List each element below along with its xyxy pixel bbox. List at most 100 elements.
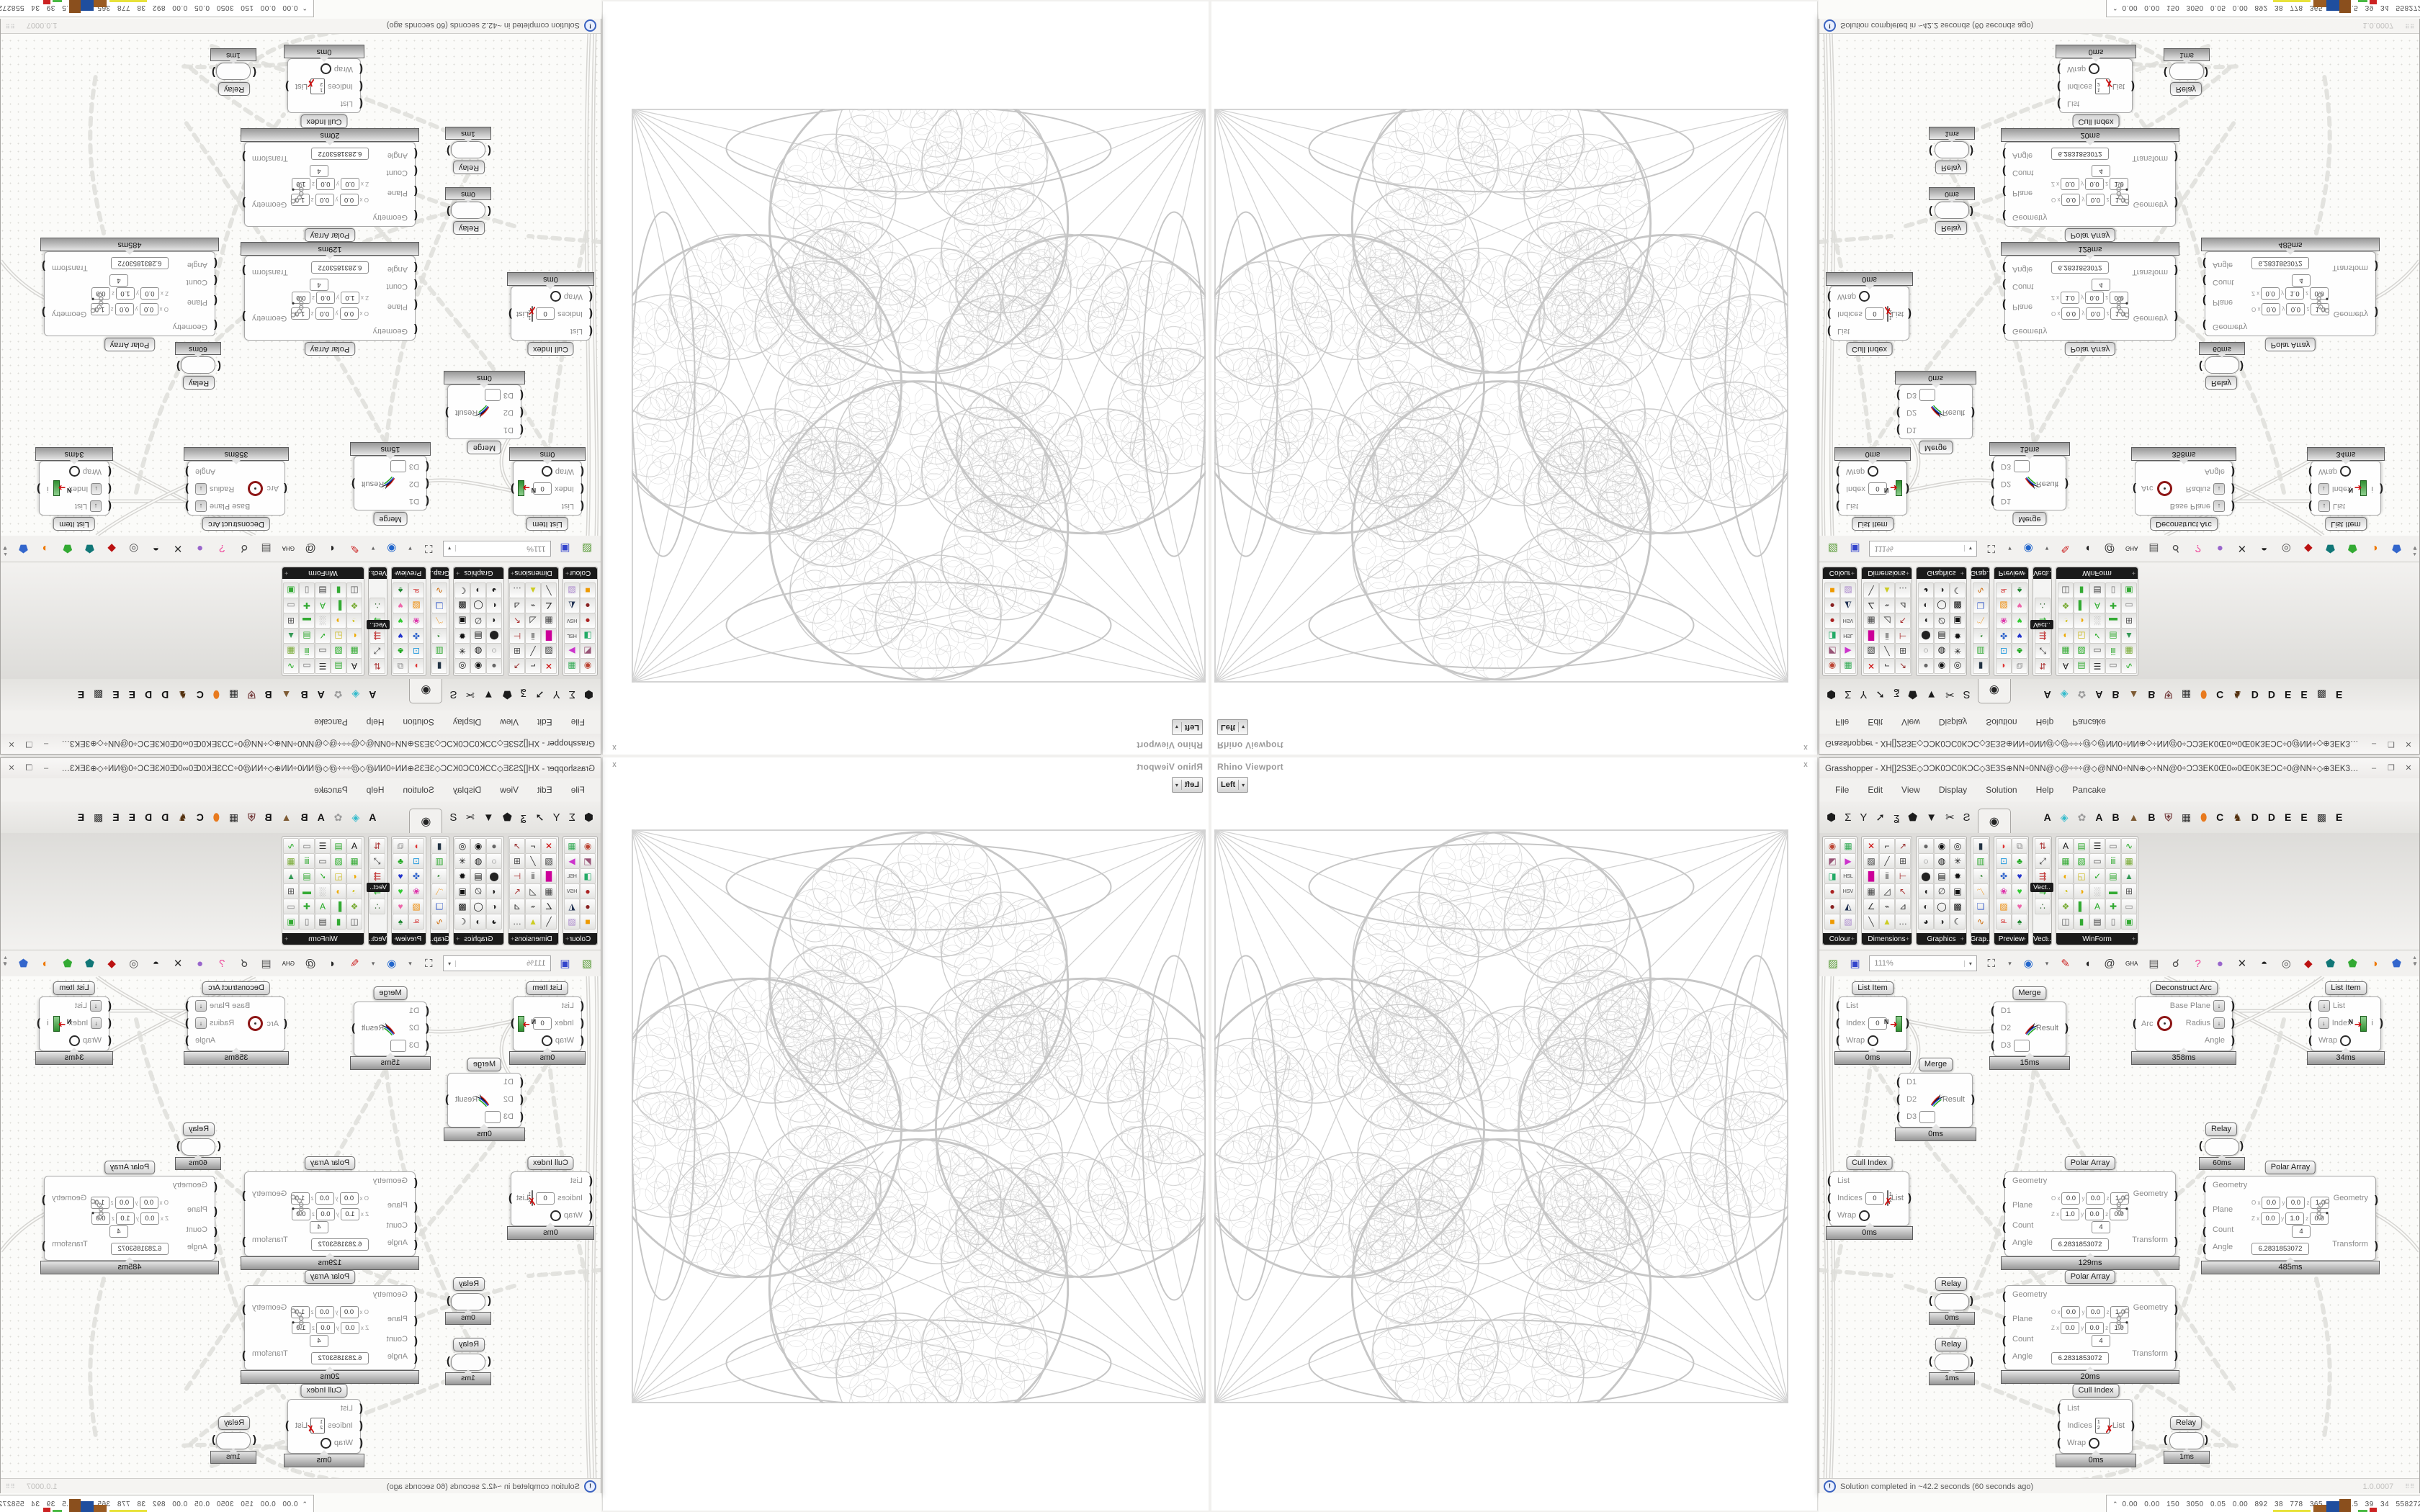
component-icon[interactable]: ♠ [2012, 914, 2027, 930]
gh-tab-icon-right-12[interactable]: D [161, 811, 169, 823]
input-hook[interactable]: ( [414, 1290, 418, 1302]
input-hook[interactable]: ( [581, 999, 584, 1012]
save-file-icon[interactable]: ▣ [1850, 542, 1860, 554]
gh-tab-icon-left-1[interactable]: Σ [1845, 811, 1852, 824]
output-hook[interactable]: ) [2231, 465, 2235, 478]
component-icon[interactable]: █ [1863, 628, 1879, 644]
component-icon[interactable]: ⊞ [2121, 613, 2137, 629]
display-mode-1-icon[interactable]: ⬟ [2326, 958, 2336, 970]
save-file-icon[interactable]: ▣ [560, 542, 570, 554]
gh-tab-icon-left-6[interactable]: ▼ [1926, 688, 1937, 701]
component-icon[interactable]: ⬤ [486, 628, 502, 644]
zoom-extents-icon[interactable]: ⛶ [425, 957, 433, 970]
plane-value-box[interactable]: 0.0 [140, 287, 159, 300]
input-hook[interactable]: ( [2002, 148, 2006, 160]
remote-icon[interactable]: @ [2104, 542, 2115, 555]
component-icon[interactable]: ∅ [1934, 883, 1950, 899]
input-hook[interactable]: ( [214, 319, 218, 331]
gh-node-polar[interactable]: Polar Array 129ms Geometry(Plane(Count(Ang… [2001, 1156, 2179, 1270]
angle-value-box[interactable]: 6.2831853072 [311, 148, 369, 160]
output-hook[interactable]: ) [2231, 500, 2235, 513]
component-icon[interactable]: ⊡ [1996, 643, 2012, 659]
plane-value-box[interactable]: 0.0 [2086, 1306, 2105, 1318]
angle-value-box[interactable]: 6.2831853072 [311, 261, 369, 274]
gh-tab-icon-left-3[interactable]: ➚ [535, 688, 544, 701]
output-hook[interactable]: ) [1908, 1192, 1912, 1205]
input-hook[interactable]: ( [414, 1201, 418, 1213]
gh-tab-icon-left-6[interactable]: ▼ [483, 688, 494, 701]
input-hook[interactable]: ( [2002, 1335, 2006, 1347]
component-icon[interactable]: ▦ [346, 643, 362, 659]
ribbon-panel-label[interactable]: Dimensions + [1862, 933, 1912, 945]
component-icon[interactable]: ⅱ [525, 628, 541, 644]
gh-tab-icon-right-16[interactable]: ▩ [2316, 811, 2326, 823]
gh-tab-icon-right-1[interactable]: ◈ [351, 689, 360, 701]
component-icon[interactable]: ● [1824, 598, 1840, 613]
output-hook[interactable]: ) [2174, 1236, 2178, 1248]
count-value-box[interactable]: 4 [2292, 1225, 2311, 1238]
ribbon-panel-label[interactable]: Dimensions + [508, 567, 558, 579]
component-icon[interactable]: ▣ [1950, 613, 1966, 629]
relay-capsule[interactable] [451, 1293, 485, 1310]
component-icon[interactable]: ▨ [541, 853, 557, 869]
component-icon[interactable]: … [1895, 914, 1911, 930]
gh-node-polar[interactable]: Polar Array 20ms Geometry(Plane(Count(Angl… [2001, 128, 2179, 242]
component-icon[interactable]: ◑ [331, 883, 346, 899]
component-icon[interactable]: ◱ [2074, 868, 2089, 884]
component-icon[interactable]: ✕ [1863, 838, 1879, 854]
component-icon[interactable]: ◭ [1840, 899, 1856, 914]
gh-node-cull[interactable]: Cull Index 0ms(List() Indices 0 1 2 ✗ List(Wrap [1826, 1156, 1913, 1240]
galapagos-icon[interactable]: ✕ [173, 542, 183, 554]
component-icon[interactable]: ☰ [315, 838, 331, 854]
input-hook[interactable]: ( [1836, 1017, 1839, 1030]
document-icon[interactable]: ▤ [2148, 958, 2159, 970]
gh-node-merge[interactable]: Merge 0ms(D1() D2 Result(D3 [1895, 371, 1976, 454]
component-icon[interactable]: ✹ [454, 628, 470, 644]
display-mode-1-icon[interactable]: ⬟ [2326, 542, 2336, 554]
component-icon[interactable]: ⤢ [2035, 643, 2051, 659]
component-icon[interactable]: ✚ [2105, 598, 2121, 613]
component-icon[interactable]: ◍ [1934, 643, 1950, 659]
component-icon[interactable]: ◉ [1934, 838, 1950, 854]
gh-tab-icon-right-4[interactable]: B [300, 689, 308, 701]
component-icon[interactable]: ◕ [1918, 914, 1934, 930]
sketch-icon[interactable]: ✎ [2061, 958, 2070, 970]
gh-node-relay[interactable]: Relay() 1ms [1929, 124, 1975, 174]
input-hook[interactable]: ( [426, 1004, 429, 1017]
component-icon[interactable]: ▤ [299, 868, 315, 884]
component-icon[interactable]: ◐ [1918, 598, 1934, 613]
menu-help[interactable]: Help [366, 785, 385, 795]
input-hook[interactable]: ( [2002, 210, 2006, 222]
gh-node-polar[interactable]: Polar Array 129ms Geometry(Plane(Count(Ang… [2001, 242, 2179, 356]
input-hook[interactable]: ( [2308, 1034, 2312, 1047]
component-icon[interactable]: ▤ [315, 914, 331, 930]
output-hook[interactable]: ) [37, 482, 40, 495]
component-icon[interactable]: ◔ [431, 868, 447, 884]
component-icon[interactable]: ▤ [1934, 628, 1950, 644]
component-icon[interactable]: ▦ [1840, 838, 1856, 854]
toolbar-scroll-arrows[interactable]: ▲ ▼ [2412, 545, 2417, 557]
component-icon[interactable]: ● [1918, 838, 1934, 854]
chevron-down-icon[interactable]: ▾ [444, 960, 457, 967]
output-hook[interactable]: ) [2065, 477, 2069, 490]
toolbar-scroll-arrows[interactable]: ▲ ▼ [3, 545, 8, 557]
count-value-box[interactable]: 4 [2092, 279, 2110, 291]
component-icon[interactable]: ◔ [2058, 613, 2074, 629]
component-icon[interactable]: HSV [1840, 883, 1856, 899]
component-icon[interactable]: ◨ [580, 628, 596, 644]
zoom-dropdown-icon[interactable]: ▾ [2008, 545, 2012, 553]
component-icon[interactable]: █ [541, 868, 557, 884]
input-hook[interactable]: ( [2308, 465, 2312, 478]
component-icon[interactable]: ⊞ [283, 613, 299, 629]
relay-capsule[interactable] [1935, 202, 1969, 219]
output-hook[interactable]: ) [2380, 482, 2383, 495]
component-icon[interactable]: ● [486, 838, 502, 854]
gh-tab-icon-right-1[interactable]: ◈ [351, 811, 360, 823]
empty-value-box[interactable] [390, 1039, 406, 1052]
output-hook[interactable]: ) [185, 1017, 189, 1030]
component-icon[interactable]: ⇶ [2035, 868, 2051, 884]
donut-icon[interactable]: ◎ [2281, 542, 2291, 554]
gh-tab-icon-right-17[interactable]: E [77, 811, 85, 823]
input-hook[interactable]: ( [214, 294, 218, 307]
